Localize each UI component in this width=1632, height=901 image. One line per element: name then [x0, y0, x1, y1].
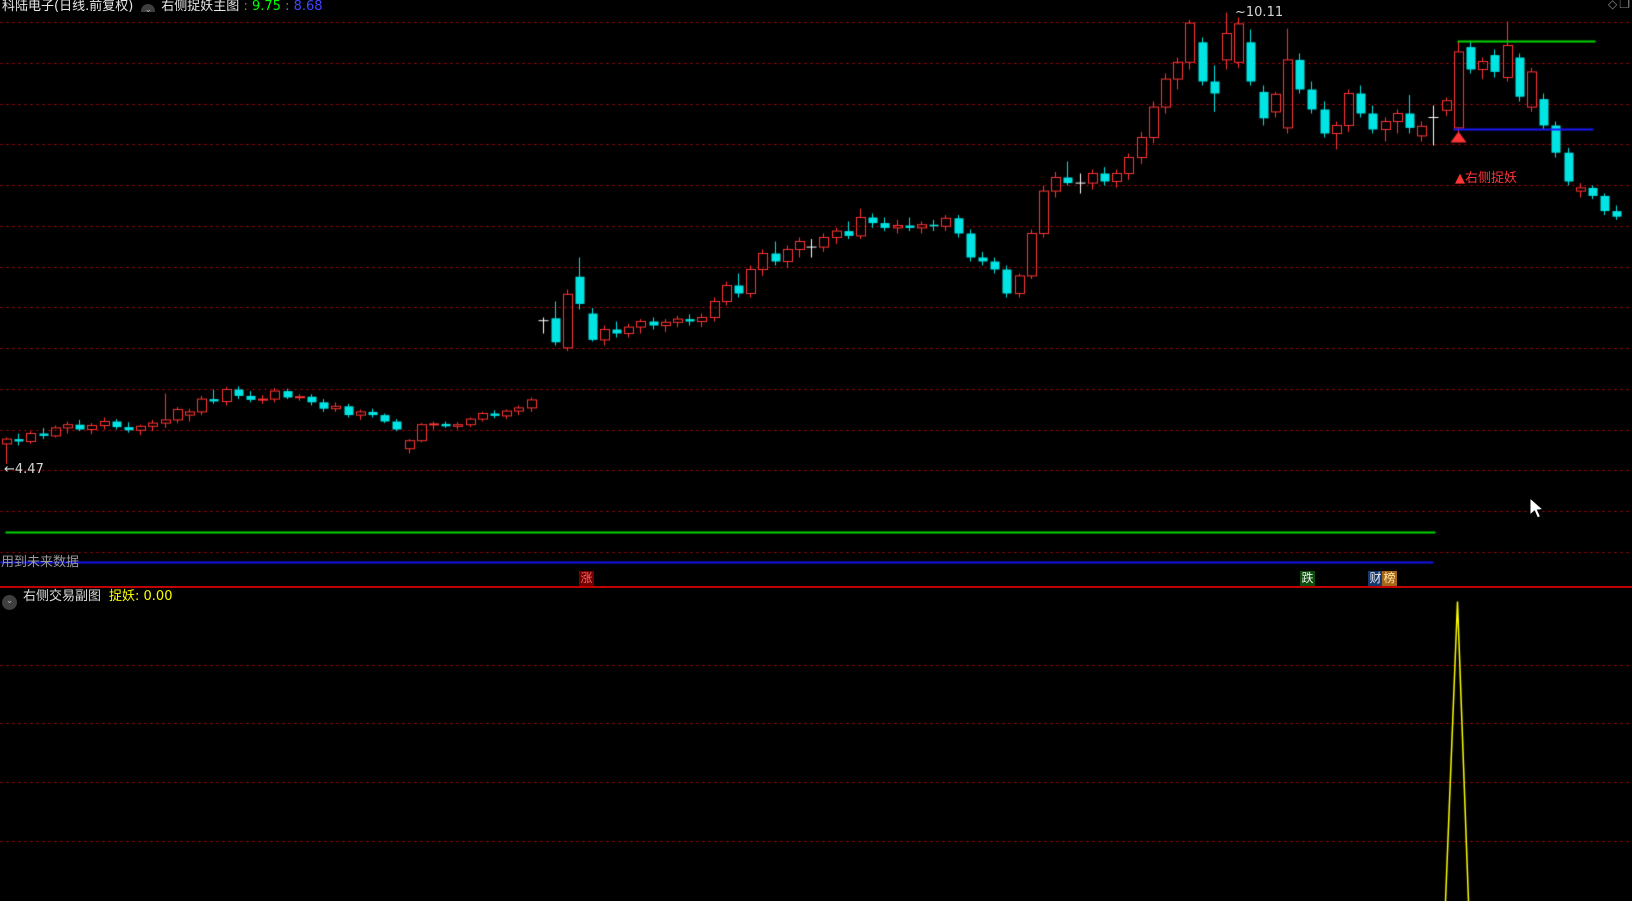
- sub-chart-label: ⌄ 右侧交易副图 捉妖: 0.00: [2, 589, 172, 610]
- signal-label: ▲右侧捉妖: [1455, 171, 1517, 186]
- pane-divider[interactable]: [0, 586, 1632, 588]
- diamond-icon[interactable]: ◇: [1608, 0, 1620, 11]
- chevron-down-icon[interactable]: ⌄: [2, 595, 17, 610]
- low-price-label: ←4.47: [4, 462, 44, 477]
- chevron-down-icon[interactable]: ⌄: [141, 4, 156, 12]
- future-data-warning: 用到未来数据: [1, 555, 80, 570]
- window-restore-icon[interactable]: ❐: [1619, 0, 1632, 11]
- badge-rise[interactable]: 涨: [579, 571, 594, 586]
- sub-chart-canvas[interactable]: [0, 588, 1632, 901]
- high-price-label: ~10.11: [1235, 5, 1284, 20]
- indicator-value-green: 9.75: [251, 0, 281, 12]
- title-bar: 科陆电子(日线.前复权) ⌄ 右侧捉妖主图 : 9.75 : 8.68 ◇❐: [0, 0, 1632, 12]
- badge-fall[interactable]: 跌: [1300, 571, 1315, 586]
- sub-indicator-value: 捉妖: 0.00: [109, 589, 173, 604]
- indicator-name: 右侧捉妖主图: [161, 0, 240, 12]
- separator: :: [243, 0, 248, 12]
- badge-wealth-rank-1[interactable]: 财: [1368, 571, 1383, 586]
- mouse-cursor: [1529, 497, 1545, 519]
- stock-title: 科陆电子(日线.前复权): [2, 0, 134, 12]
- main-chart-canvas[interactable]: [0, 12, 1632, 588]
- indicator-value-blue: 8.68: [293, 0, 323, 12]
- badge-wealth-rank-2[interactable]: 榜: [1382, 571, 1397, 586]
- separator: :: [285, 0, 290, 12]
- sub-indicator-name: 右侧交易副图: [23, 589, 102, 604]
